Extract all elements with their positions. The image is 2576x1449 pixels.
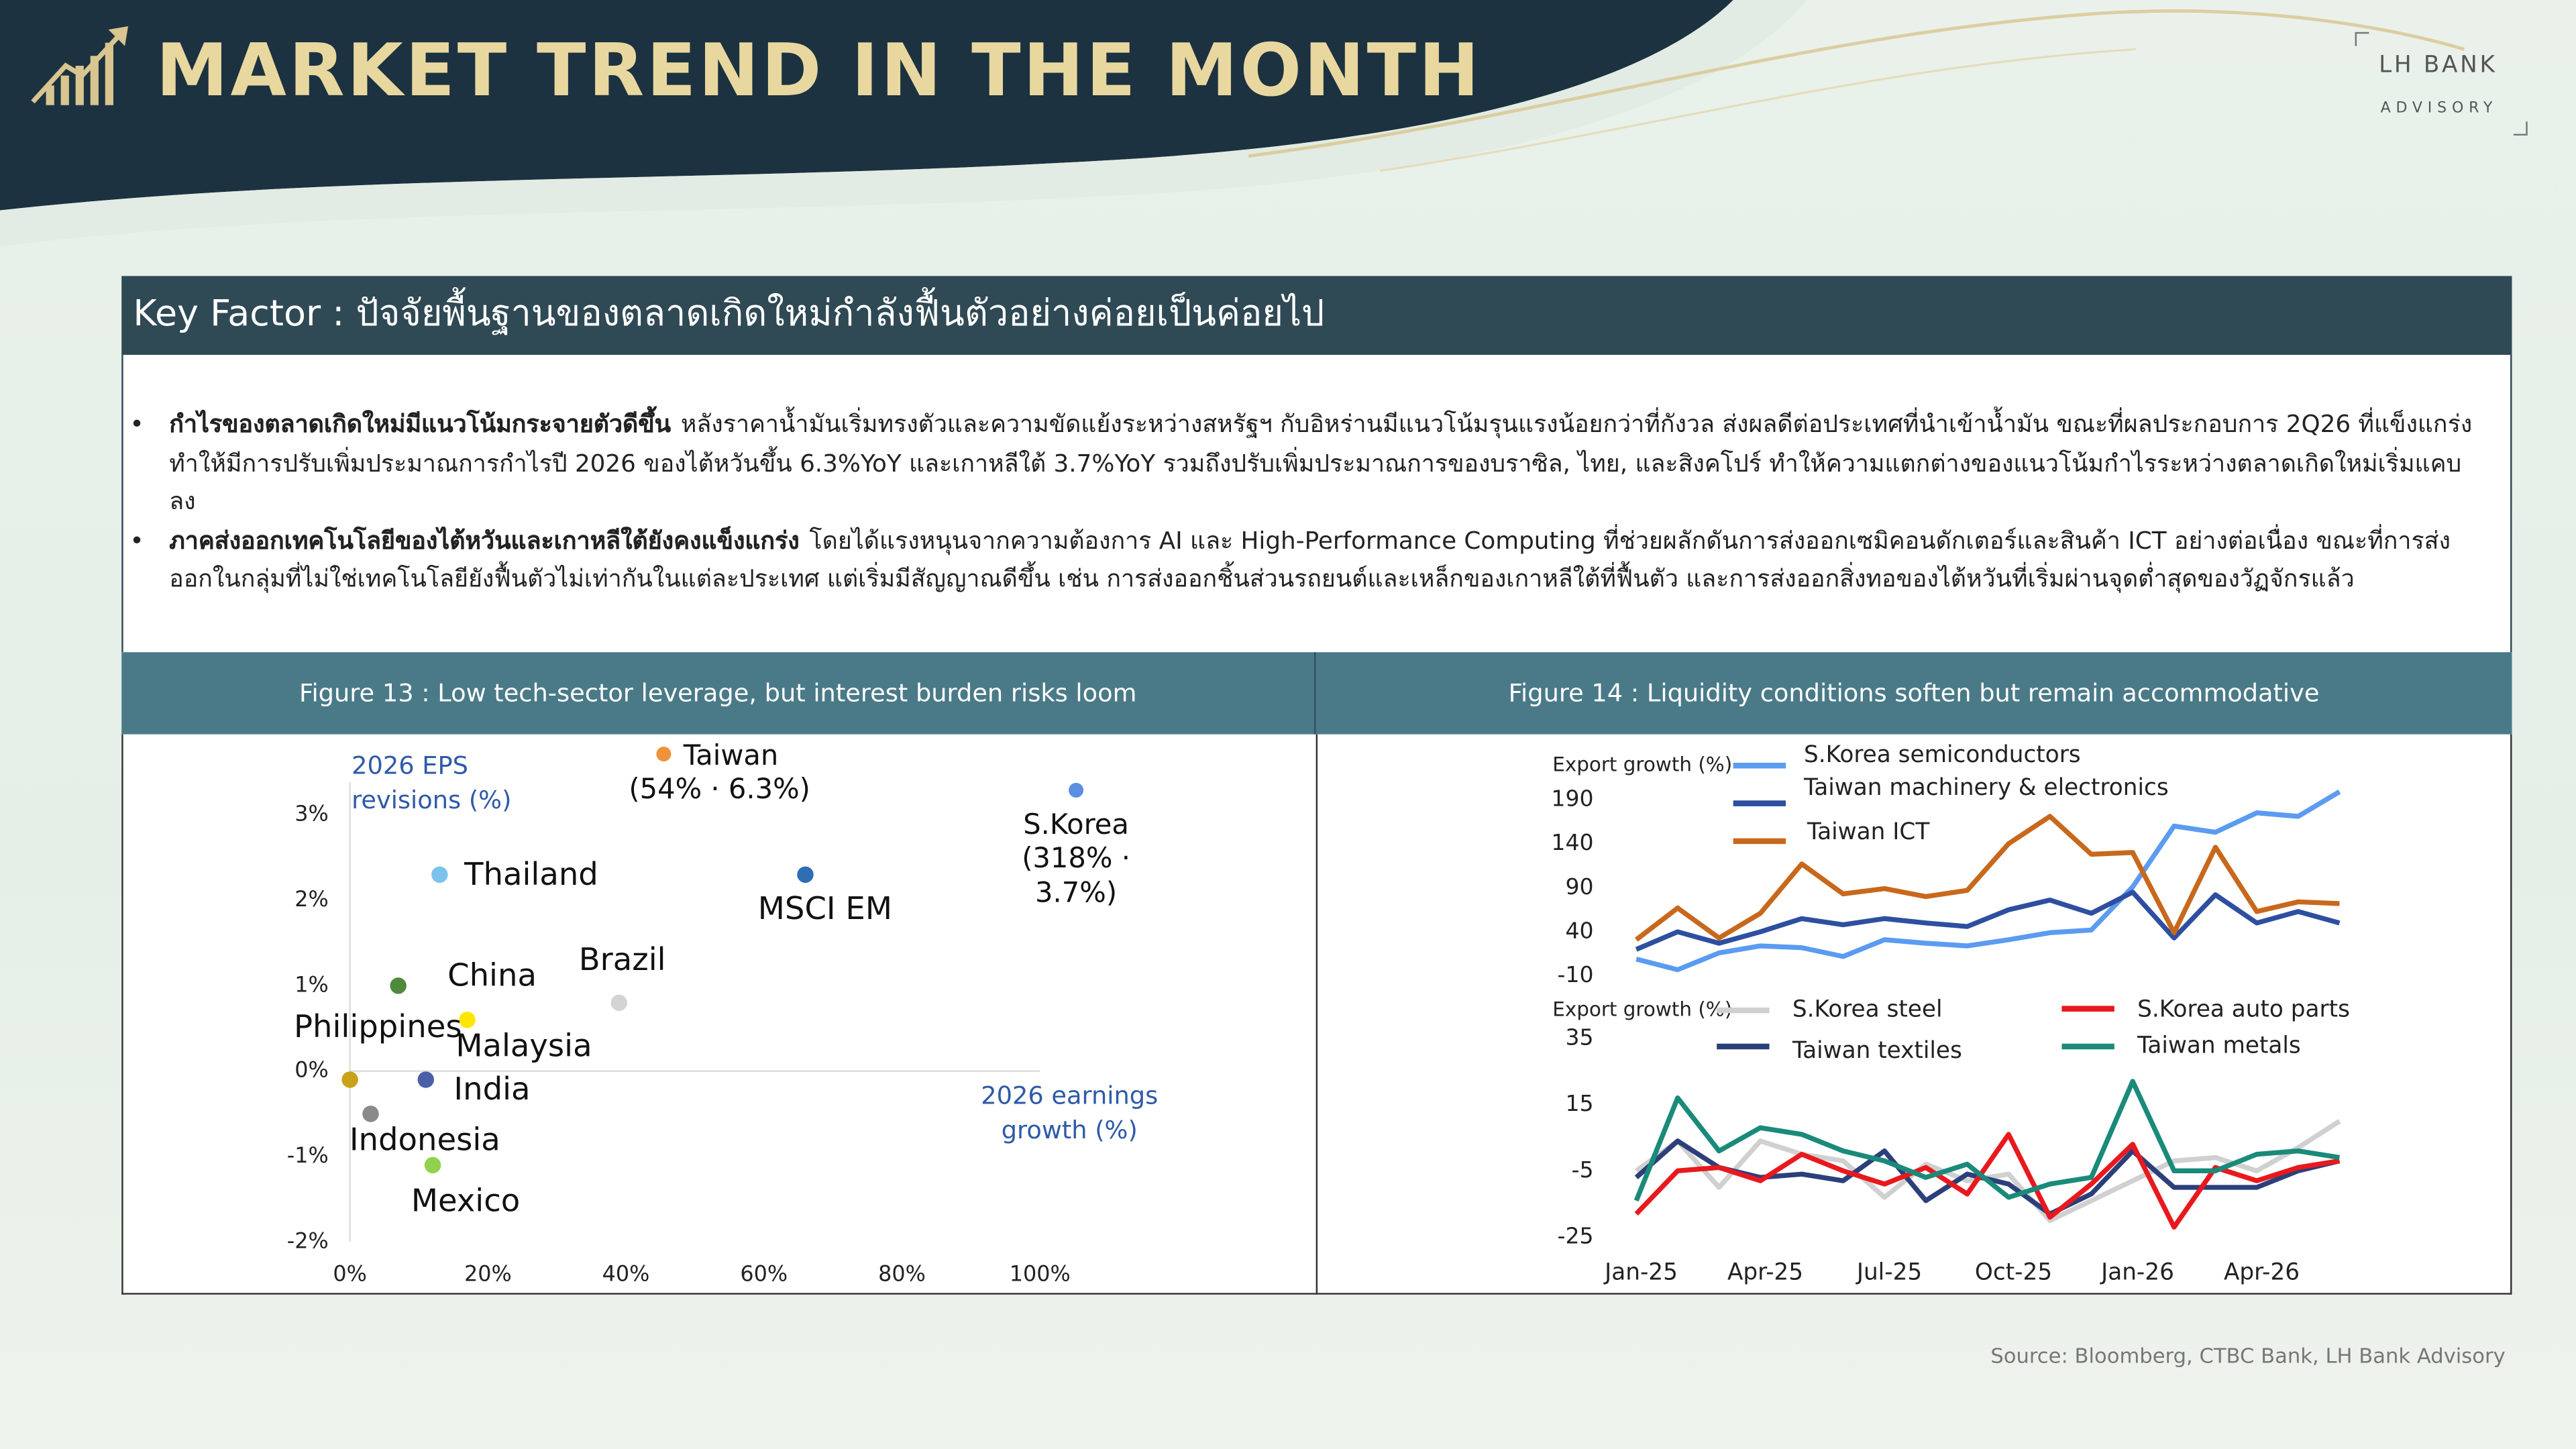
line: [1634, 814, 2340, 942]
y-tick-label: 15: [1565, 1090, 1593, 1116]
point: [610, 994, 628, 1012]
y-tick-label: 2%: [294, 886, 329, 912]
bullet-list: กำไรของตลาดเกิดใหม่มีแนวโน้มกระจายตัวดีข…: [129, 406, 2483, 599]
point-label: Indonesia: [350, 1122, 500, 1158]
legend-label: S.Korea auto parts: [2137, 996, 2350, 1023]
point: [390, 977, 407, 994]
header-wave: [0, 0, 1807, 247]
y-axis-title: Export growth (%): [1552, 998, 1732, 1021]
y-tick-label: 35: [1565, 1024, 1593, 1050]
bullet-lead: ภาคส่งออกเทคโนโลยีของไต้หวันและเกาหลีใต้…: [169, 526, 800, 555]
header-gold-line: [1379, 48, 2136, 172]
bullet-text: หลังราคาน้ำมันเริ่มทรงตัวและความขัดแย้งร…: [169, 411, 2473, 516]
annotation-label: Taiwan: [683, 739, 779, 771]
x-tick-label: 0%: [333, 1260, 367, 1286]
legend-label: Taiwan machinery & electronics: [1803, 774, 2169, 801]
logo-frame: [2355, 32, 2528, 136]
x-tick-label: Jul-25: [1856, 1258, 1922, 1285]
annotation-marker: [656, 747, 672, 762]
x-tick-label: 80%: [878, 1260, 926, 1286]
key-factor-title: Key Factor : ปัจจัยพื้นฐานของตลาดเกิดใหม…: [121, 276, 2512, 355]
brand: LH BANK: [2379, 51, 2498, 78]
point: [431, 866, 448, 883]
x-axis-title-box: 2026 earnings growth (%): [981, 1081, 1159, 1145]
bullet: กำไรของตลาดเกิดใหม่มีแนวโน้มกระจายตัวดีข…: [129, 406, 2483, 522]
figure-title: Figure 14 : Liquidity conditions soften …: [1316, 652, 2512, 735]
line: [1634, 1138, 2341, 1217]
bullet: ภาคส่งออกเทคโนโลยีของไต้หวันและเกาหลีใต้…: [129, 522, 2483, 599]
x-axis-title: 2026 earnings growth (%): [981, 1081, 1159, 1145]
y-tick-label: -5: [1572, 1157, 1594, 1183]
point-label: Mexico: [411, 1183, 520, 1219]
x-tick-label: Oct-25: [1975, 1258, 2052, 1285]
point-label: China: [447, 957, 537, 994]
figure-title: Figure 13 : Low tech-sector leverage, bu…: [121, 652, 1316, 735]
y-axis-title-box: 2026 EPS revisions (%): [352, 751, 512, 815]
line: [1635, 890, 2341, 952]
x-tick-label: 60%: [740, 1260, 788, 1286]
header-gold-line: [1248, 9, 2465, 158]
annotation-detail-box: (54% · 6.3%): [629, 773, 810, 807]
y-tick-label: -25: [1558, 1223, 1594, 1249]
x-tick-label: Jan-26: [2100, 1258, 2174, 1285]
annotation-label: S.Korea: [1023, 808, 1129, 841]
bullet-lead: กำไรของตลาดเกิดใหม่มีแนวโน้มกระจายตัวดีข…: [169, 411, 672, 439]
source-note: Source: Bloomberg, CTBC Bank, LH Bank Ad…: [1990, 1344, 2505, 1368]
y-tick-label: -1%: [287, 1142, 329, 1168]
point: [459, 1012, 476, 1028]
point-label: Thailand: [464, 856, 598, 892]
point-label: Philippines: [294, 1008, 462, 1044]
header-banner: [0, 0, 1733, 211]
y-tick-label: 90: [1565, 873, 1593, 900]
point: [362, 1106, 379, 1122]
line: [1635, 790, 2341, 973]
y-tick-label: 140: [1551, 829, 1593, 855]
legend-label: Taiwan ICT: [1807, 818, 1930, 845]
x-tick-label: 40%: [602, 1260, 650, 1286]
legend-label: S.Korea steel: [1792, 996, 1943, 1023]
annotation-marker: [1069, 782, 1084, 798]
header-icon: [31, 26, 129, 105]
y-tick-label: 40: [1565, 918, 1593, 944]
y-axis-title: 2026 EPS revisions (%): [352, 751, 512, 815]
x-tick-label: Jan-25: [1603, 1258, 1678, 1285]
line: [1633, 1079, 2341, 1202]
divider: [1316, 734, 1318, 1295]
point: [797, 866, 814, 883]
point-label: MSCI EM: [758, 890, 892, 926]
y-tick-label: 0%: [294, 1057, 329, 1083]
point-label: India: [453, 1071, 530, 1107]
x-tick-label: Apr-25: [1727, 1258, 1803, 1285]
annotation-detail: (54% · 6.3%): [629, 773, 810, 807]
y-tick-label: 190: [1551, 785, 1593, 811]
annotation-detail: (318% · 3.7%): [1022, 843, 1130, 910]
annotation-detail-box: (318% · 3.7%): [1022, 843, 1130, 910]
point-label: Brazil: [579, 941, 666, 977]
y-tick-label: -2%: [287, 1228, 329, 1253]
y-axis-title: Export growth (%): [1552, 753, 1732, 776]
point-label: Malaysia: [455, 1027, 592, 1063]
x-tick-label: 20%: [464, 1260, 512, 1286]
point: [417, 1071, 435, 1088]
key-factor-body: กำไรของตลาดเกิดใหม่มีแนวโน้มกระจายตัวดีข…: [121, 354, 2512, 653]
brand-sub: ADVISORY: [2381, 100, 2498, 117]
legend-label: S.Korea semiconductors: [1804, 741, 2081, 768]
header-title: MARKET TREND IN THE MONTH: [156, 29, 1482, 113]
point: [341, 1071, 358, 1088]
x-tick-label: Apr-26: [2224, 1258, 2300, 1285]
legend-label: Taiwan metals: [2137, 1032, 2301, 1059]
y-tick-label: -10: [1558, 961, 1594, 987]
point: [424, 1157, 441, 1174]
y-tick-label: 3%: [294, 801, 329, 826]
y-tick-label: 1%: [294, 971, 329, 997]
x-tick-label: 100%: [1010, 1260, 1071, 1286]
legend-label: Taiwan textiles: [1792, 1037, 1962, 1064]
bullet-text: โดยได้แรงหนุนจากความต้องการ AI และ High-…: [169, 526, 2451, 594]
